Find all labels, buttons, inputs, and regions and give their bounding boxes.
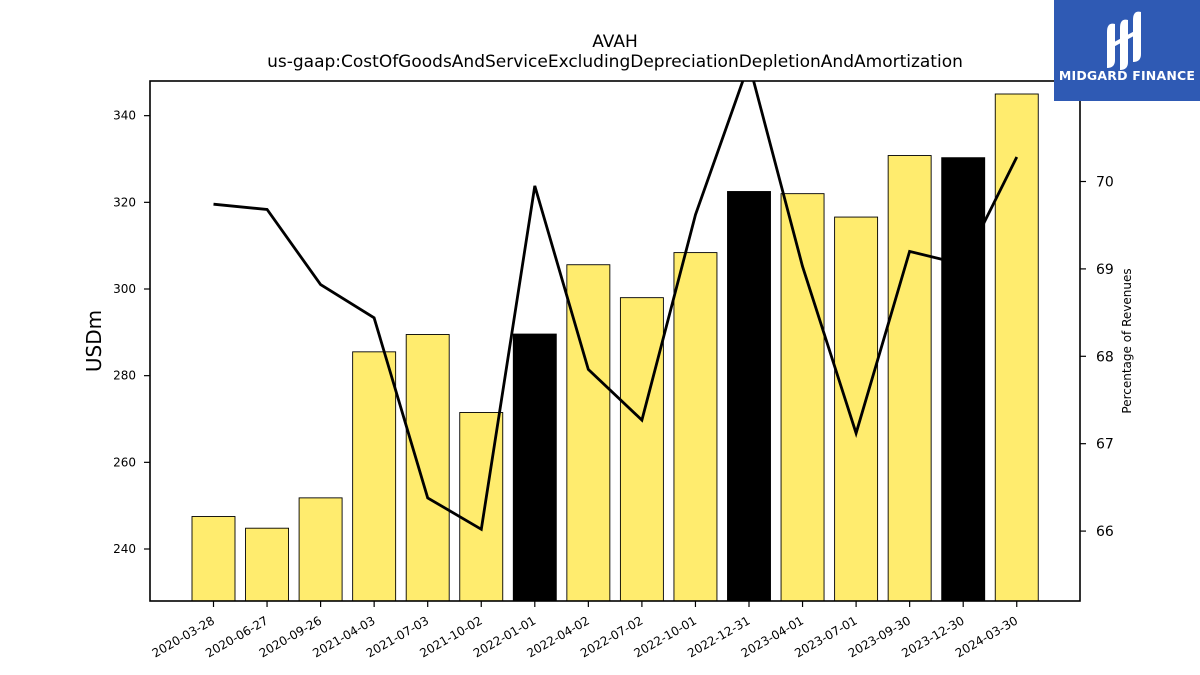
- bar: [727, 191, 771, 601]
- bar: [245, 527, 290, 601]
- bar: [191, 516, 236, 601]
- bar: [352, 351, 397, 601]
- bar: [673, 252, 718, 601]
- bar: [512, 333, 557, 601]
- chart-subtitle: us-gaap:CostOfGoodsAndServiceExcludingDe…: [267, 52, 963, 72]
- bar: [780, 193, 825, 601]
- bar: [834, 216, 879, 601]
- bar: [619, 297, 664, 601]
- y-tick-label: 300: [113, 282, 136, 296]
- percentage-line: [213, 81, 1019, 532]
- midgard-logo-icon: [1107, 11, 1141, 70]
- y-axis-right: 66 67 68 69 70: [1080, 175, 1114, 540]
- y2-tick-label: 67: [1096, 437, 1114, 453]
- bar: [941, 157, 986, 601]
- y2-axis-label: Percentage of Revenues: [1120, 268, 1134, 413]
- midgard-finance-logo: MIDGARD FINANCE: [1054, 0, 1200, 101]
- y2-tick-label: 68: [1096, 349, 1114, 365]
- plot-frame: [149, 80, 1081, 602]
- y-axis-left: 240 260 280 300 320 340: [113, 109, 150, 556]
- y-tick-label: 260: [113, 455, 136, 469]
- y-tick-label: 240: [113, 542, 136, 556]
- y-tick-label: 340: [113, 109, 136, 123]
- y-tick-label: 280: [113, 369, 136, 383]
- y2-tick-label: 69: [1096, 262, 1114, 278]
- bar: [994, 93, 1039, 601]
- y-axis-label: USDm: [82, 310, 106, 372]
- y-tick-label: 320: [113, 195, 136, 209]
- y2-tick-label: 66: [1096, 524, 1114, 540]
- line-layer: [213, 81, 1019, 532]
- bar: [887, 155, 932, 601]
- bars: [191, 93, 1039, 601]
- bar: [405, 334, 450, 601]
- bar: [566, 264, 611, 601]
- logo-text: MIDGARD FINANCE: [1058, 68, 1196, 83]
- bar: [298, 497, 343, 601]
- chart-title: AVAH: [592, 32, 638, 52]
- x-axis: 2020-03-282020-06-272020-09-262021-04-03…: [150, 601, 1020, 660]
- y2-tick-label: 70: [1096, 175, 1114, 191]
